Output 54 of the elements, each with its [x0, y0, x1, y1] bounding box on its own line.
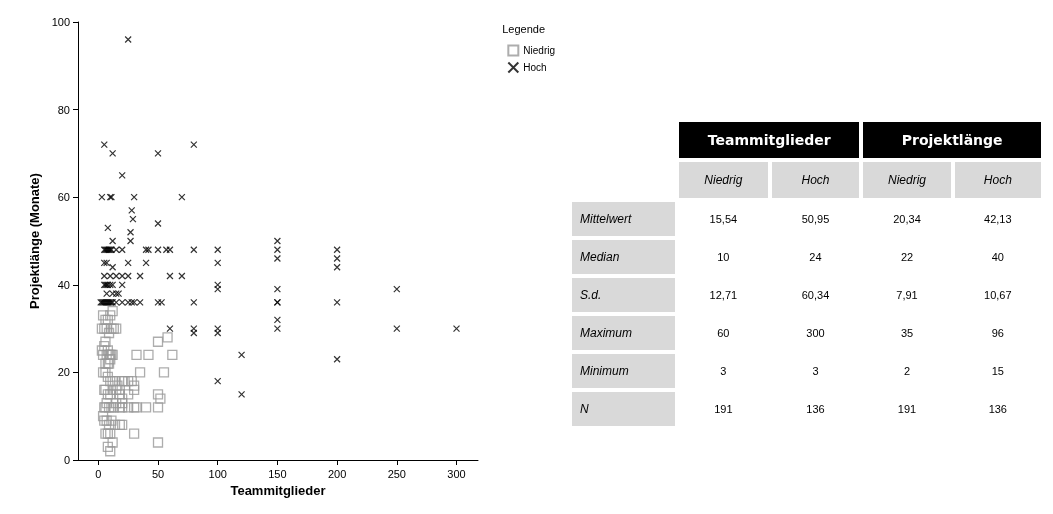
text: Teammitglieder [679, 122, 860, 158]
text: 136 [806, 403, 825, 415]
x-axis-title: Teammitglieder [230, 483, 326, 498]
category-label: Minimum [580, 364, 629, 378]
category-label: Hoch [771, 162, 860, 198]
y-tick-label: 80 [57, 103, 70, 116]
x-tick-label: 250 [387, 467, 406, 480]
text: 42,13 [984, 213, 1012, 225]
category-label: Niedrig [679, 162, 768, 198]
text: 7,91 [896, 289, 918, 301]
text: 40 [991, 251, 1004, 263]
x-tick-label: 50 [151, 467, 165, 480]
category-label: Hoch [954, 162, 1041, 198]
y-tick-label: 100 [51, 16, 70, 28]
x-tick-label: 200 [327, 467, 347, 480]
text: Projektlänge [863, 122, 1041, 158]
text: 60,34 [801, 289, 830, 301]
legend-label: Hoch [523, 62, 547, 73]
text: 24 [809, 251, 822, 263]
text: 22 [900, 251, 914, 263]
text: 35 [900, 327, 914, 339]
text: 15,54 [709, 213, 738, 225]
category-label: Median [580, 250, 620, 264]
text: 136 [988, 403, 1007, 415]
category-label: Mittelwert [580, 212, 632, 226]
y-axis-title: Projektlänge (Monate) [26, 173, 42, 309]
text: 20,34 [893, 213, 921, 225]
text: 2 [903, 365, 911, 377]
x-tick-label: 300 [447, 467, 466, 480]
y-tick-label: 20 [57, 366, 70, 379]
text: 3 [812, 365, 819, 377]
category-label: N [580, 402, 589, 416]
legend-title: Legende [502, 22, 545, 35]
text: 10 [717, 251, 730, 263]
text: 12,71 [709, 289, 738, 301]
category-label: Maximum [580, 326, 633, 340]
y-tick-label: 60 [57, 191, 70, 204]
text: 50,95 [801, 213, 830, 225]
y-tick-label: 40 [57, 278, 70, 291]
text: 191 [714, 403, 733, 415]
x-tick-label: 0 [95, 467, 102, 480]
x-tick-label: 150 [268, 467, 287, 480]
category-label: Niedrig [863, 162, 951, 198]
text: 15 [991, 365, 1004, 377]
text: 96 [991, 327, 1004, 339]
y-tick-label: 0 [63, 454, 70, 466]
text: 191 [897, 403, 917, 415]
text: 300 [806, 327, 825, 339]
legend-label: Niedrig [523, 45, 556, 56]
text: 3 [720, 365, 727, 377]
text: 10,67 [984, 289, 1012, 301]
text: 60 [717, 327, 730, 339]
category-label: S.d. [580, 288, 602, 302]
x-tick-label: 100 [208, 467, 227, 480]
